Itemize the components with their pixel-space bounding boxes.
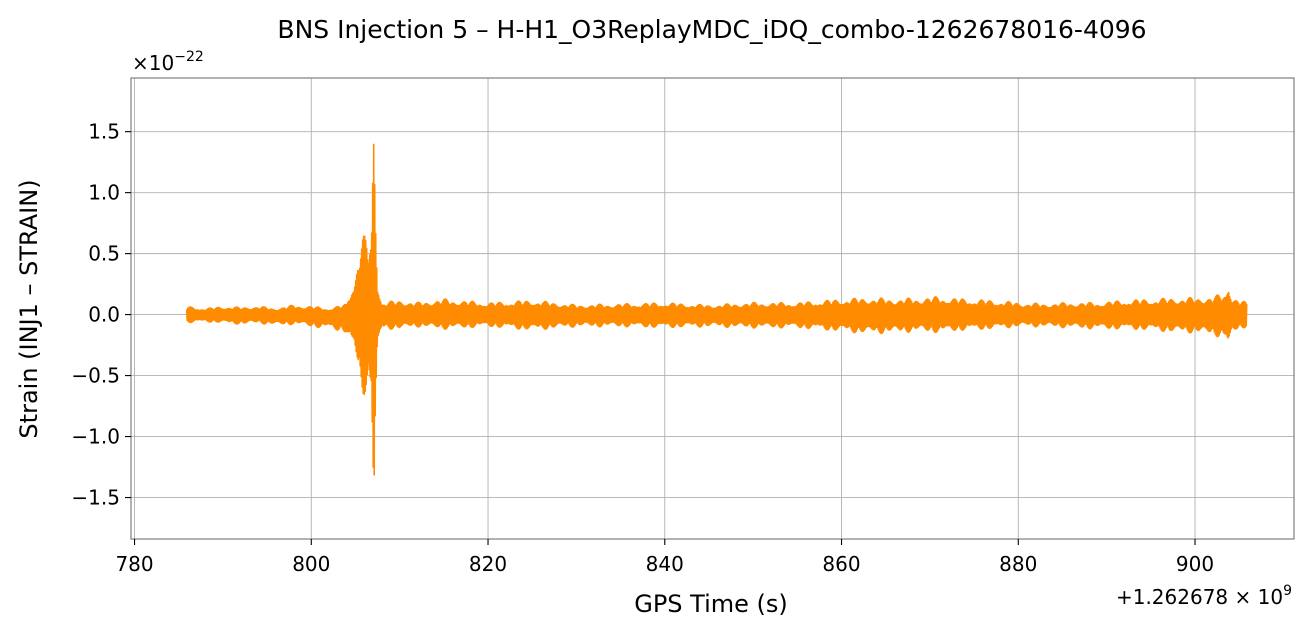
series-layer (185, 143, 1248, 476)
strain-series-line (185, 143, 1248, 476)
x-tick-label: 860 (822, 552, 860, 576)
chart-title: BNS Injection 5 – H-H1_O3ReplayMDC_iDQ_c… (277, 15, 1146, 44)
x-offset-exponent: 9 (1283, 583, 1292, 599)
plot-area-frame (130, 77, 1295, 540)
x-tick-label: 880 (999, 552, 1037, 576)
y-tick-label: 1.0 (88, 181, 120, 205)
y-tick-label: −1.5 (71, 486, 120, 510)
y-tick-label: 1.5 (88, 120, 120, 144)
y-scale-label: ×10−22 (132, 49, 204, 75)
x-tick-label: 900 (1176, 552, 1214, 576)
y-tick-label: 0.5 (88, 242, 120, 266)
y-tick-label: −1.0 (71, 425, 120, 449)
y-scale-exponent: −22 (174, 49, 204, 65)
x-tick-label: 820 (469, 552, 507, 576)
y-tick-label: −0.5 (71, 364, 120, 388)
y-axis: 1.5 1.0 0.5 0.0 −0.5 −1.0 −1.5 (71, 120, 131, 510)
x-tick-label: 800 (292, 552, 330, 576)
x-tick-label: 780 (115, 552, 153, 576)
y-axis-title: Strain (INJ1 – STRAIN) (15, 179, 43, 438)
x-axis-title: GPS Time (s) (634, 590, 788, 618)
y-tick-label: 0.0 (88, 303, 120, 327)
x-tick-label: 840 (646, 552, 684, 576)
x-axis: 780 800 820 840 860 880 900 (115, 539, 1214, 576)
x-offset-label: +1.262678 × 109 (1116, 583, 1292, 609)
